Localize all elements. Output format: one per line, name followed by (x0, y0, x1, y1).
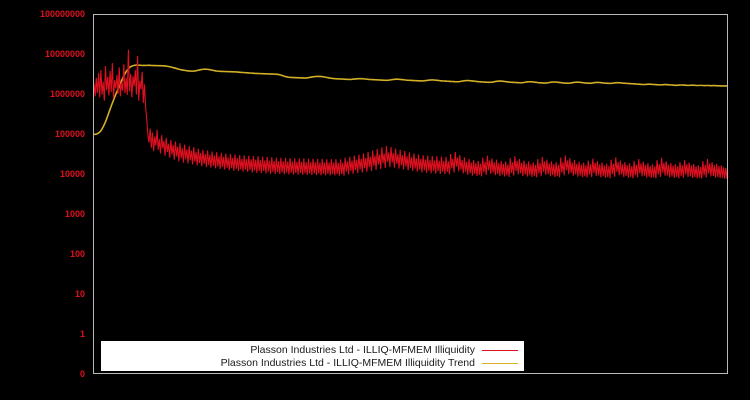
y-axis-tick-label: 1000 (64, 209, 85, 219)
legend-entry-illiquidity-trend: Plasson Industries Ltd - ILLIQ-MFMEM Ill… (221, 356, 518, 370)
y-axis-tick-label: 1 (79, 329, 85, 339)
y-axis-tick-label: 100000 (54, 129, 85, 139)
y-axis-tick-label: 10000000 (44, 49, 85, 59)
series-canvas (94, 49, 727, 180)
y-axis: 100000000 10000000 1000000 100000 10000 1000 1… (0, 0, 93, 400)
legend-label-illiquidity: Plasson Industries Ltd - ILLIQ-MFMEM Ill… (250, 344, 475, 356)
legend-swatch-illiquidity (482, 349, 518, 351)
legend-swatch-illiquidity-trend (482, 362, 518, 364)
y-axis-tick-label: 1000000 (49, 89, 85, 99)
y-axis-tick-label: 100000000 (39, 9, 85, 19)
series-line-illiquidity (94, 49, 727, 180)
y-axis-tick-label: 10000 (59, 169, 85, 179)
legend-label-illiquidity-trend: Plasson Industries Ltd - ILLIQ-MFMEM Ill… (220, 357, 475, 369)
y-axis-tick-label: 0 (79, 369, 85, 379)
y-axis-tick-label: 10 (74, 289, 85, 299)
legend-entry-illiquidity: Plasson Industries Ltd - ILLIQ-MFMEM Ill… (250, 343, 518, 357)
y-axis-tick-label: 100 (69, 249, 85, 259)
chart-legend: Plasson Industries Ltd - ILLIQ-MFMEM Ill… (100, 340, 525, 372)
series-line-illiquidity-trend (94, 64, 727, 136)
plot-area (93, 14, 728, 374)
